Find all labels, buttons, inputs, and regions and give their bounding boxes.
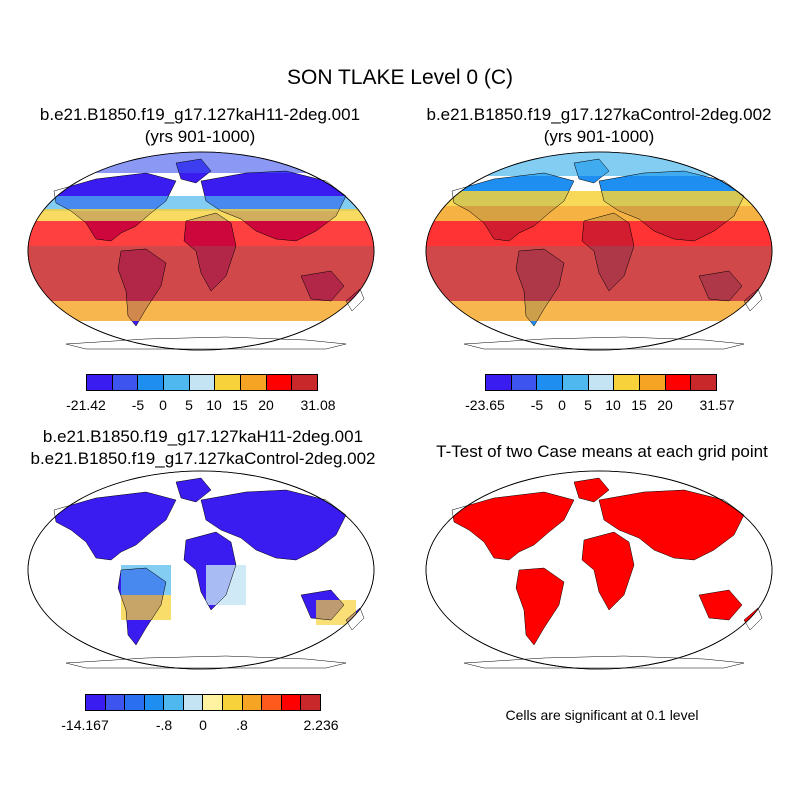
case2-swatch-5	[588, 375, 615, 390]
diff-swatch-9	[242, 695, 263, 710]
diff-tick: -.8	[155, 717, 173, 733]
case1-title-line1: b.e21.B1850.f19_g17.127kaH11-2deg.001	[39, 105, 361, 124]
case1-swatch-7	[241, 375, 267, 390]
diff-swatch-3	[125, 695, 145, 710]
ttest-title: T-Test of two Case means at each grid po…	[436, 442, 768, 461]
case1-swatch-4	[164, 375, 190, 390]
page-title: SON TLAKE Level 0 (C)	[286, 66, 514, 89]
case2-tick: 20	[657, 397, 673, 413]
diff-swatch-11	[281, 695, 302, 710]
diff-swatch-5	[164, 695, 184, 710]
case2-swatch-6	[614, 375, 641, 390]
case1-title-line2: (yrs 901-1000)	[144, 127, 256, 146]
diff-swatch-1	[86, 695, 106, 710]
diff-swatch-6	[183, 695, 204, 710]
diff-colorbar	[85, 694, 321, 711]
diff-map	[27, 470, 375, 670]
case1-map	[27, 151, 375, 351]
case2-tick: 10	[605, 397, 621, 413]
diff-swatch-2	[105, 695, 126, 710]
case2-tick: 15	[631, 397, 647, 413]
case1-colorbar	[86, 374, 318, 391]
ttest-note: Cells are significant at 0.1 level	[505, 707, 699, 723]
case1-swatch-3	[138, 375, 165, 390]
diff-tick: .8	[236, 717, 248, 733]
diff-title-line2: b.e21.B1850.f19_g17.127kaControl-2deg.00…	[30, 449, 376, 468]
case1-tick: 20	[258, 397, 274, 413]
case1-title: b.e21.B1850.f19_g17.127kaH11-2deg.001 (y…	[0, 104, 400, 148]
diff-swatch-7	[203, 695, 224, 710]
diff-swatch-4	[144, 695, 165, 710]
case2-tick: 5	[584, 397, 592, 413]
case2-tick: 31.57	[699, 397, 735, 413]
diff-tick: 0	[199, 717, 207, 733]
diff-title: b.e21.B1850.f19_g17.127kaH11-2deg.001 b.…	[0, 426, 406, 470]
case1-swatch-9	[292, 375, 318, 390]
case2-title-line2: (yrs 901-1000)	[543, 127, 655, 146]
case1-tick: 0	[159, 397, 167, 413]
case1-tick: -21.42	[66, 397, 106, 413]
case2-swatch-1	[486, 375, 512, 390]
case2-swatch-7	[640, 375, 666, 390]
case2-swatch-4	[563, 375, 589, 390]
diff-tick: -14.167	[61, 717, 109, 733]
case1-tick: 5	[185, 397, 193, 413]
case2-colorbar	[485, 374, 717, 391]
case2-title: b.e21.B1850.f19_g17.127kaControl-2deg.00…	[394, 104, 800, 148]
diff-swatch-8	[223, 695, 243, 710]
ttest-map	[425, 470, 773, 670]
case1-tick: 31.08	[300, 397, 336, 413]
case1-swatch-2	[112, 375, 139, 390]
case2-tick: -23.65	[465, 397, 505, 413]
case1-swatch-6	[215, 375, 242, 390]
diff-title-line1: b.e21.B1850.f19_g17.127kaH11-2deg.001	[42, 427, 364, 446]
case2-map	[425, 151, 773, 351]
case1-swatch-8	[266, 375, 293, 390]
case1-tick: -5	[131, 397, 145, 413]
case2-title-line1: b.e21.B1850.f19_g17.127kaControl-2deg.00…	[426, 105, 772, 124]
case2-swatch-9	[691, 375, 717, 390]
case2-swatch-3	[537, 375, 564, 390]
case2-swatch-2	[511, 375, 538, 390]
case1-swatch-1	[87, 375, 113, 390]
diff-swatch-10	[262, 695, 282, 710]
diff-swatch-12	[301, 695, 320, 710]
diff-tick: 2.236	[303, 717, 339, 733]
case1-tick: 10	[206, 397, 222, 413]
case2-tick: -5	[530, 397, 544, 413]
case1-tick: 15	[232, 397, 248, 413]
case2-tick: 0	[558, 397, 566, 413]
case1-swatch-5	[189, 375, 216, 390]
case2-swatch-8	[665, 375, 692, 390]
